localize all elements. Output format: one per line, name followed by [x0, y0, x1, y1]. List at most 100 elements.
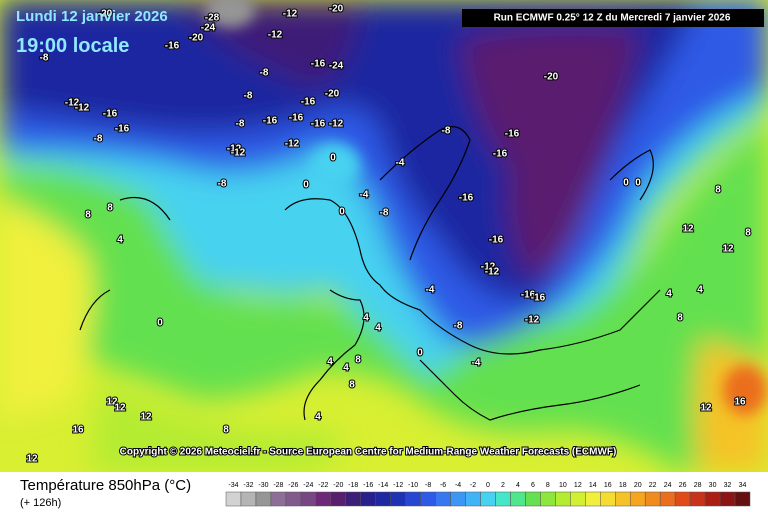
- contour-label: -16: [103, 109, 118, 120]
- scale-label: 8: [546, 482, 550, 489]
- contour-label: -8: [244, 91, 253, 102]
- contour-label: 4: [697, 285, 703, 296]
- scale-label: -8: [425, 482, 431, 489]
- scale-swatch: [255, 491, 272, 507]
- scale-label: 20: [634, 482, 642, 489]
- contour-label: -12: [227, 144, 242, 155]
- contour-label: 12: [26, 454, 38, 465]
- scale-swatch: [225, 491, 242, 507]
- contour-label: 0: [303, 180, 309, 191]
- contour-label: -16: [505, 129, 520, 140]
- scale-swatch: [674, 491, 691, 507]
- scale-label: 12: [574, 482, 582, 489]
- contour-label: 4: [327, 357, 333, 368]
- scale-swatch: [570, 491, 586, 507]
- contour-label: 12: [114, 403, 126, 414]
- contour-label: -8: [40, 53, 49, 64]
- contour-label: -12: [481, 262, 496, 273]
- scale-label: 30: [709, 482, 717, 489]
- contour-label: -8: [94, 134, 103, 145]
- contour-label: -4: [396, 158, 405, 169]
- scale-swatch: [450, 491, 466, 507]
- scale-swatch: [585, 491, 601, 507]
- contour-label: -4: [472, 358, 481, 369]
- scale-swatch: [375, 491, 391, 507]
- contour-label: 4: [363, 313, 369, 324]
- contour-label: 8: [85, 210, 91, 221]
- contour-label: 16: [72, 425, 84, 436]
- scale-label: -22: [318, 482, 328, 489]
- contour-label: -4: [426, 285, 435, 296]
- contour-label: -28: [205, 13, 220, 24]
- contour-label: -8: [218, 179, 227, 190]
- contour-label: 0: [623, 178, 629, 189]
- contour-label: 4: [117, 235, 123, 246]
- scale-label: -14: [378, 482, 388, 489]
- scale-label: 18: [619, 482, 627, 489]
- scale-label: -4: [455, 482, 461, 489]
- scale-label: -2: [470, 482, 476, 489]
- contour-label: -16: [289, 113, 304, 124]
- scale-label: -24: [303, 482, 313, 489]
- contour-label: 4: [343, 363, 349, 374]
- scale-label: 22: [649, 482, 657, 489]
- scale-swatch: [659, 491, 676, 507]
- copyright: Copyright © 2026 Meteociel.fr - Source E…: [120, 447, 617, 458]
- contour-label: 16: [734, 397, 746, 408]
- scale-swatch: [555, 491, 571, 507]
- scale-swatch: [525, 491, 541, 507]
- contour-label: -20: [325, 89, 340, 100]
- contour-label: -12: [485, 267, 500, 278]
- contour-label: -12: [525, 315, 540, 326]
- scale-label: 2: [501, 482, 505, 489]
- contour-label: -8: [260, 68, 269, 79]
- scale-swatch: [510, 491, 526, 507]
- scale-label: -28: [273, 482, 283, 489]
- scale-swatch: [540, 491, 556, 507]
- contour-label: -24: [201, 23, 216, 34]
- scale-label: 26: [679, 482, 687, 489]
- scale-label: -20: [333, 482, 343, 489]
- contour-label: -12: [285, 139, 300, 150]
- scale-swatch: [689, 491, 706, 507]
- contour-label: -8: [454, 321, 463, 332]
- contour-label: -20: [544, 72, 559, 83]
- contour-label: 12: [722, 244, 734, 255]
- scale-swatch: [330, 491, 347, 507]
- contour-labels: -20 -28-24-20-12 -20-16-12-8-16 -24-8 -20-12…: [25, 3, 752, 466]
- scale-swatch: [600, 491, 616, 507]
- contour-label: -12: [268, 30, 283, 41]
- legend-title: Température 850hPa (°C): [20, 477, 191, 494]
- scale-swatch: [734, 491, 751, 507]
- contour-label: -16: [165, 41, 180, 52]
- contour-label: 8: [107, 203, 113, 214]
- lead-time: (+ 126h): [20, 497, 61, 509]
- scale-swatch: [435, 491, 451, 507]
- contour-label: -20: [329, 4, 344, 15]
- scale-swatch: [420, 491, 436, 507]
- contour-label: 4: [666, 289, 672, 300]
- contour-label: -8: [380, 208, 389, 219]
- contour-label: -24: [329, 61, 344, 72]
- contour-label: -16: [521, 290, 536, 301]
- contour-label: 12: [682, 224, 694, 235]
- scale-swatch: [704, 491, 721, 507]
- contour-label: 12: [700, 403, 712, 414]
- scale-swatch: [615, 491, 631, 507]
- scale-label: 14: [589, 482, 597, 489]
- scale-swatch: [390, 491, 406, 507]
- scale-swatch: [315, 491, 332, 507]
- run-info: Run ECMWF 0.25° 12 Z du Mercredi 7 janvi…: [494, 13, 731, 24]
- contour-label: -16: [115, 124, 130, 135]
- scale-label: 10: [559, 482, 567, 489]
- scale-swatch: [644, 491, 661, 507]
- contour-label: 0: [417, 348, 423, 359]
- scale-label: -30: [258, 482, 268, 489]
- scale-label: 32: [724, 482, 732, 489]
- contour-label: -16: [459, 193, 474, 204]
- contour-label: -12: [231, 148, 246, 159]
- contour-label: 0: [330, 153, 336, 164]
- scale-label: -34: [228, 482, 238, 489]
- contour-label: -8: [442, 126, 451, 137]
